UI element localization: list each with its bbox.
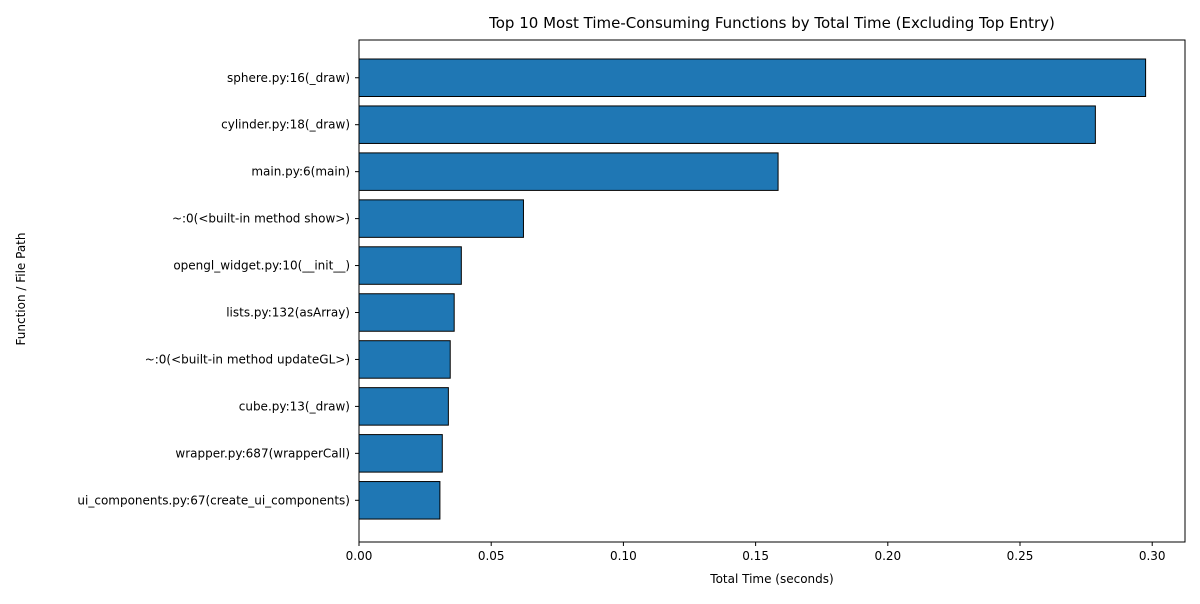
bar [358, 246, 462, 285]
y-ticks-layer: sphere.py:16(_draw) cylinder.py:18(_draw)… [77, 71, 359, 507]
bar [358, 293, 455, 332]
bar [358, 340, 451, 379]
y-tick-label: main.py:6(main) [251, 165, 350, 179]
bars-layer [358, 58, 1147, 520]
x-tick-label: 0.00 [346, 549, 373, 563]
x-tick-label: 0.15 [742, 549, 769, 563]
x-axis-title: Total Time (seconds) [709, 572, 833, 586]
bar [358, 105, 1096, 144]
x-tick-label: 0.05 [478, 549, 505, 563]
x-tick-label: 0.25 [1007, 549, 1034, 563]
bar [358, 434, 443, 473]
y-tick-label: ui_components.py:67(create_ui_components… [77, 493, 350, 507]
y-axis-title: Function / File Path [14, 233, 28, 346]
y-tick-label: wrapper.py:687(wrapperCall) [175, 446, 350, 460]
x-tick-label: 0.10 [610, 549, 637, 563]
plot-frame [358, 39, 1186, 543]
bar [358, 481, 441, 520]
y-tick-label: cylinder.py:18(_draw) [221, 118, 350, 132]
axes-layer [358, 39, 1186, 543]
chart-title: Top 10 Most Time-Consuming Functions by … [488, 14, 1055, 32]
y-tick-label: lists.py:132(asArray) [226, 306, 350, 320]
bar [358, 152, 779, 191]
y-tick-label: cube.py:13(_draw) [239, 399, 350, 413]
bar [358, 199, 524, 238]
y-tick-label: ~:0(<built-in method updateGL>) [145, 352, 350, 366]
x-ticks-layer: 0.00 0.05 0.10 0.15 0.20 0.25 0.30 [346, 542, 1166, 563]
bar [358, 58, 1147, 97]
y-tick-label: sphere.py:16(_draw) [227, 71, 350, 85]
y-tick-label: ~:0(<built-in method show>) [172, 212, 350, 226]
x-tick-label: 0.20 [874, 549, 901, 563]
x-tick-label: 0.30 [1139, 549, 1166, 563]
y-tick-label: opengl_widget.py:10(__init__) [173, 259, 350, 273]
bar [358, 387, 449, 426]
